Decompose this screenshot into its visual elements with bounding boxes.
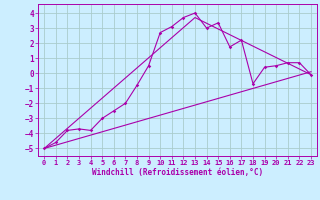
X-axis label: Windchill (Refroidissement éolien,°C): Windchill (Refroidissement éolien,°C) bbox=[92, 168, 263, 177]
